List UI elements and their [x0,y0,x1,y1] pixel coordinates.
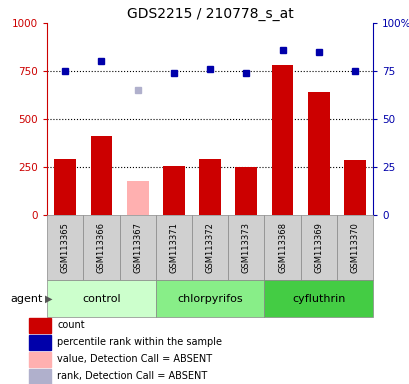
Bar [343,161,365,215]
Bar [199,159,220,215]
Bar [336,215,372,280]
Bar [163,166,184,215]
Text: GSM113369: GSM113369 [314,222,322,273]
Bar [264,215,300,280]
Text: GSM113366: GSM113366 [97,222,106,273]
Text: GSM113372: GSM113372 [205,222,214,273]
Bar [83,215,119,280]
Text: agent: agent [11,293,43,304]
Bar [54,159,76,215]
Bar [47,280,155,317]
Bar [29,369,51,384]
Bar [191,215,228,280]
Text: GSM113365: GSM113365 [61,222,70,273]
Bar [307,92,329,215]
Bar [29,335,51,350]
Bar [29,352,51,367]
Bar [300,215,336,280]
Text: rank, Detection Call = ABSENT: rank, Detection Call = ABSENT [57,371,207,381]
Title: GDS2215 / 210778_s_at: GDS2215 / 210778_s_at [126,7,293,21]
Bar [47,215,83,280]
Text: ▶: ▶ [45,293,52,304]
Text: GSM113368: GSM113368 [277,222,286,273]
Text: cyfluthrin: cyfluthrin [291,293,345,304]
Text: chlorpyrifos: chlorpyrifos [177,293,243,304]
Text: GSM113370: GSM113370 [350,222,359,273]
Text: value, Detection Call = ABSENT: value, Detection Call = ABSENT [57,354,212,364]
Bar [264,280,372,317]
Bar [155,280,264,317]
Bar [228,215,264,280]
Bar [235,167,256,215]
Bar [126,182,148,215]
Text: GSM113373: GSM113373 [241,222,250,273]
Bar [271,65,293,215]
Bar [90,136,112,215]
Text: control: control [82,293,121,304]
Bar [29,318,51,333]
Bar [155,215,191,280]
Bar [119,215,155,280]
Text: percentile rank within the sample: percentile rank within the sample [57,337,222,347]
Text: GSM113367: GSM113367 [133,222,142,273]
Text: count: count [57,320,85,330]
Text: GSM113371: GSM113371 [169,222,178,273]
